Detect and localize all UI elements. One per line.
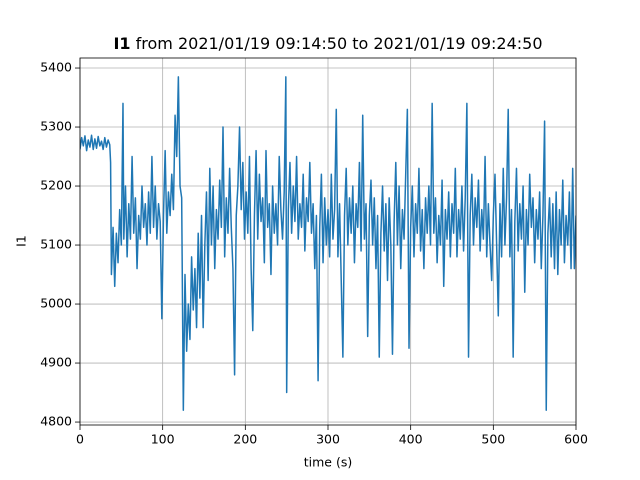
title-text: from 2021/01/19 09:14:50 to 2021/01/19 0… <box>136 34 543 53</box>
y-tick-label: 4800 <box>40 414 72 429</box>
x-tick-label: 200 <box>233 432 257 447</box>
chart-title: I1 from 2021/01/19 09:14:50 to 2021/01/1… <box>113 34 542 53</box>
title-variable: I1 <box>113 34 130 53</box>
y-axis-label: I1 <box>14 235 29 247</box>
y-tick-label: 5400 <box>40 60 72 75</box>
x-tick-label: 0 <box>76 432 84 447</box>
plot-frame <box>79 57 577 426</box>
x-tick-label: 300 <box>316 432 340 447</box>
y-tick-label: 5100 <box>40 237 72 252</box>
data-line <box>80 76 576 411</box>
x-axis-label: time (s) <box>304 455 352 470</box>
x-tick-label: 600 <box>564 432 588 447</box>
y-tick-label: 5300 <box>40 119 72 134</box>
x-tick-label: 500 <box>481 432 505 447</box>
y-tick-label: 4900 <box>40 355 72 370</box>
y-tick-label: 5200 <box>40 178 72 193</box>
y-tick-label: 5000 <box>40 296 72 311</box>
x-tick-label: 100 <box>151 432 175 447</box>
x-tick-label: 400 <box>399 432 423 447</box>
